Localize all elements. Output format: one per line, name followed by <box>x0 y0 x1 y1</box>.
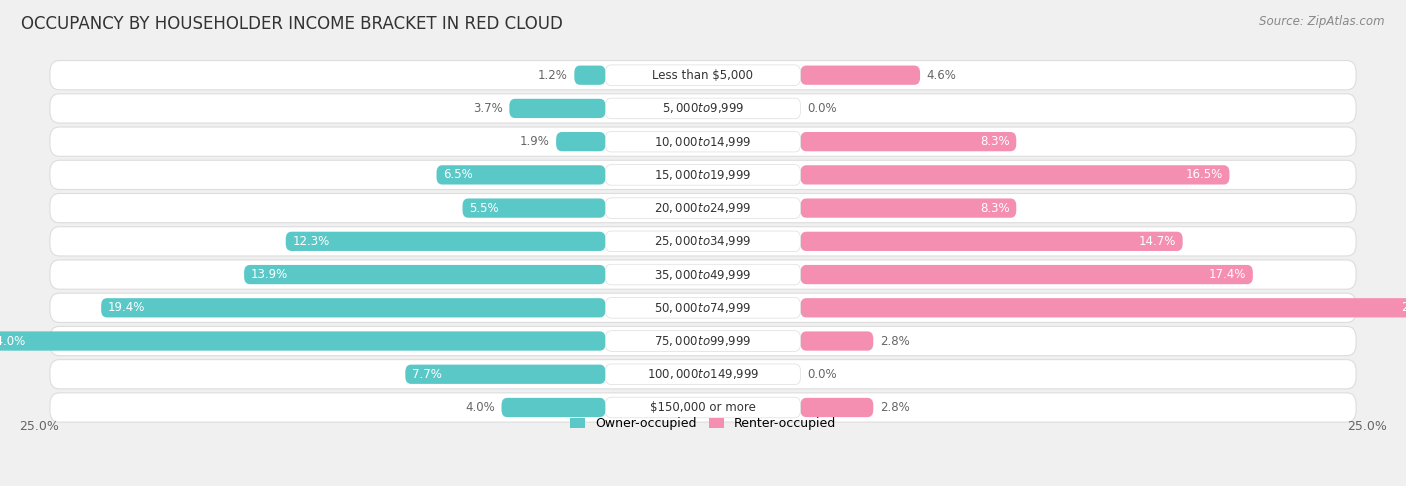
FancyBboxPatch shape <box>0 331 606 351</box>
Text: 25.0%: 25.0% <box>20 420 59 434</box>
FancyBboxPatch shape <box>463 198 606 218</box>
FancyBboxPatch shape <box>606 297 800 318</box>
FancyBboxPatch shape <box>800 265 1253 284</box>
Legend: Owner-occupied, Renter-occupied: Owner-occupied, Renter-occupied <box>565 412 841 435</box>
FancyBboxPatch shape <box>606 198 800 218</box>
Text: $25,000 to $34,999: $25,000 to $34,999 <box>654 234 752 248</box>
FancyBboxPatch shape <box>51 327 1355 356</box>
Text: 5.5%: 5.5% <box>470 202 499 215</box>
FancyBboxPatch shape <box>51 193 1355 223</box>
FancyBboxPatch shape <box>502 398 606 417</box>
Text: $100,000 to $149,999: $100,000 to $149,999 <box>647 367 759 381</box>
Text: 25.0%: 25.0% <box>1347 420 1386 434</box>
FancyBboxPatch shape <box>800 232 1182 251</box>
Text: 2.8%: 2.8% <box>880 401 910 414</box>
Text: 6.5%: 6.5% <box>443 168 472 181</box>
Text: 17.4%: 17.4% <box>1209 268 1246 281</box>
FancyBboxPatch shape <box>51 226 1355 256</box>
FancyBboxPatch shape <box>606 397 800 418</box>
Text: OCCUPANCY BY HOUSEHOLDER INCOME BRACKET IN RED CLOUD: OCCUPANCY BY HOUSEHOLDER INCOME BRACKET … <box>21 15 562 33</box>
FancyBboxPatch shape <box>606 131 800 152</box>
Text: 8.3%: 8.3% <box>980 202 1010 215</box>
Text: 24.8%: 24.8% <box>1402 301 1406 314</box>
FancyBboxPatch shape <box>800 298 1406 317</box>
FancyBboxPatch shape <box>606 364 800 384</box>
FancyBboxPatch shape <box>606 98 800 119</box>
Text: 14.7%: 14.7% <box>1139 235 1177 248</box>
Text: $10,000 to $14,999: $10,000 to $14,999 <box>654 135 752 149</box>
Text: $15,000 to $19,999: $15,000 to $19,999 <box>654 168 752 182</box>
Text: 1.2%: 1.2% <box>538 69 568 82</box>
FancyBboxPatch shape <box>51 127 1355 156</box>
Text: 0.0%: 0.0% <box>807 102 837 115</box>
FancyBboxPatch shape <box>101 298 606 317</box>
FancyBboxPatch shape <box>51 61 1355 90</box>
FancyBboxPatch shape <box>800 398 873 417</box>
FancyBboxPatch shape <box>51 260 1355 289</box>
FancyBboxPatch shape <box>606 231 800 252</box>
Text: 4.6%: 4.6% <box>927 69 956 82</box>
Text: 1.9%: 1.9% <box>520 135 550 148</box>
Text: Less than $5,000: Less than $5,000 <box>652 69 754 82</box>
FancyBboxPatch shape <box>51 393 1355 422</box>
Text: 3.7%: 3.7% <box>472 102 503 115</box>
FancyBboxPatch shape <box>606 331 800 351</box>
FancyBboxPatch shape <box>800 165 1229 185</box>
FancyBboxPatch shape <box>606 65 800 86</box>
Text: $5,000 to $9,999: $5,000 to $9,999 <box>662 102 744 115</box>
FancyBboxPatch shape <box>51 160 1355 190</box>
Text: 16.5%: 16.5% <box>1185 168 1223 181</box>
FancyBboxPatch shape <box>800 132 1017 151</box>
Text: $50,000 to $74,999: $50,000 to $74,999 <box>654 301 752 315</box>
FancyBboxPatch shape <box>405 364 606 384</box>
Text: 19.4%: 19.4% <box>108 301 145 314</box>
Text: 2.8%: 2.8% <box>880 334 910 347</box>
FancyBboxPatch shape <box>51 360 1355 389</box>
FancyBboxPatch shape <box>557 132 606 151</box>
Text: $150,000 or more: $150,000 or more <box>650 401 756 414</box>
Text: 0.0%: 0.0% <box>807 368 837 381</box>
FancyBboxPatch shape <box>800 331 873 351</box>
FancyBboxPatch shape <box>574 66 606 85</box>
FancyBboxPatch shape <box>51 94 1355 123</box>
Text: $75,000 to $99,999: $75,000 to $99,999 <box>654 334 752 348</box>
FancyBboxPatch shape <box>285 232 606 251</box>
FancyBboxPatch shape <box>436 165 606 185</box>
FancyBboxPatch shape <box>800 198 1017 218</box>
Text: 12.3%: 12.3% <box>292 235 329 248</box>
FancyBboxPatch shape <box>509 99 606 118</box>
FancyBboxPatch shape <box>606 165 800 185</box>
Text: 8.3%: 8.3% <box>980 135 1010 148</box>
Text: 7.7%: 7.7% <box>412 368 441 381</box>
Text: 4.0%: 4.0% <box>465 401 495 414</box>
FancyBboxPatch shape <box>606 264 800 285</box>
FancyBboxPatch shape <box>245 265 606 284</box>
Text: $20,000 to $24,999: $20,000 to $24,999 <box>654 201 752 215</box>
Text: $35,000 to $49,999: $35,000 to $49,999 <box>654 268 752 281</box>
Text: Source: ZipAtlas.com: Source: ZipAtlas.com <box>1260 15 1385 28</box>
Text: 24.0%: 24.0% <box>0 334 25 347</box>
FancyBboxPatch shape <box>800 66 920 85</box>
Text: 13.9%: 13.9% <box>250 268 288 281</box>
FancyBboxPatch shape <box>51 293 1355 322</box>
